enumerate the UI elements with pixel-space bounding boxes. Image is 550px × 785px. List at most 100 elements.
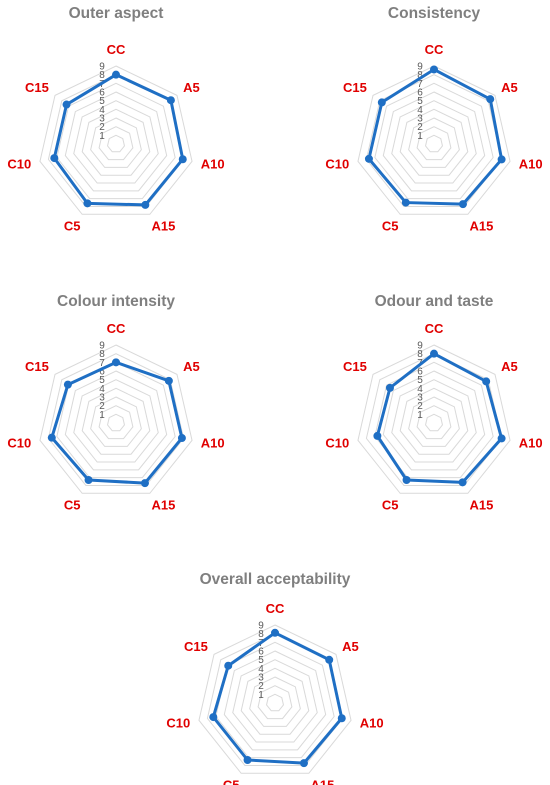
tick-label: 6 (99, 88, 105, 99)
tick-label: 4 (417, 105, 423, 116)
axis-label-A10: A10 (519, 436, 543, 451)
axis-label-A15: A15 (151, 218, 175, 233)
grid-ring-6 (64, 91, 168, 192)
tick-label: 3 (258, 673, 264, 684)
axis-label-CC: CC (266, 601, 285, 616)
grid-ring-7 (374, 82, 494, 200)
radar-chart-5: Overall acceptability123456789CCA5A10A15… (166, 571, 383, 785)
grid-ring-4 (399, 387, 469, 455)
grid-ring-9 (39, 65, 193, 215)
series-line (52, 73, 185, 207)
tick-label: 8 (99, 349, 105, 360)
data-point-A10 (497, 434, 506, 443)
grid-ring-3 (90, 117, 142, 168)
axis-label-C10: C10 (325, 436, 349, 451)
axis-label-A5: A5 (501, 80, 518, 95)
data-point-C5 (401, 198, 410, 207)
axis-label-C5: C5 (64, 497, 81, 512)
tick-label: 9 (99, 341, 105, 352)
grid-ring-8 (47, 353, 185, 486)
tick-label: 1 (417, 131, 423, 142)
tick-label: 9 (417, 62, 423, 73)
axis-label-CC: CC (107, 42, 126, 57)
tick-label: 5 (258, 655, 264, 666)
axis-label-C10: C10 (7, 436, 31, 451)
tick-label: 5 (99, 96, 105, 107)
chart-title: Outer aspect (69, 5, 164, 22)
data-point-C15 (377, 98, 386, 107)
tick-label: 6 (417, 367, 423, 378)
data-point-CC (430, 349, 438, 358)
data-point-A5 (482, 377, 491, 386)
axis-label-C10: C10 (7, 157, 31, 172)
series-line (375, 352, 504, 484)
tick-label: 1 (99, 410, 105, 421)
tick-label: 3 (417, 114, 423, 125)
axis-label-A5: A5 (501, 359, 518, 374)
tick-label: 8 (417, 70, 423, 81)
tick-label: 4 (258, 664, 264, 675)
data-point-A5 (164, 376, 173, 385)
tick-label: 6 (417, 88, 423, 99)
tick-label: 9 (99, 62, 105, 73)
grid-ring-7 (374, 361, 494, 479)
axis-label-A10: A10 (519, 157, 543, 172)
axis-label-C15: C15 (25, 80, 49, 95)
data-point-A10 (178, 155, 187, 164)
grid-ring-1 (425, 413, 443, 432)
chart-title: Odour and taste (375, 293, 494, 310)
series-line (211, 631, 344, 765)
grid-ring-5 (391, 100, 477, 184)
tick-label: 1 (417, 410, 423, 421)
tick-label: 3 (99, 114, 105, 125)
grid-ring-4 (81, 108, 151, 176)
tick-label: 3 (99, 393, 105, 404)
data-point-C5 (84, 476, 93, 485)
data-point-A5 (166, 96, 175, 105)
axis-label-C5: C5 (382, 497, 399, 512)
data-point-A15 (140, 479, 149, 488)
data-point-CC (271, 628, 279, 637)
axis-label-C15: C15 (25, 359, 49, 374)
data-point-C15 (63, 380, 72, 389)
tick-label: 7 (99, 358, 105, 369)
tick-label: 8 (417, 349, 423, 360)
chart-title: Colour intensity (57, 293, 175, 310)
axis-label-C15: C15 (343, 359, 367, 374)
grid-ring-4 (81, 387, 151, 455)
axis-label-A5: A5 (183, 80, 200, 95)
data-point-CC (112, 70, 120, 79)
tick-label: 6 (99, 367, 105, 378)
grid-ring-4 (240, 667, 310, 735)
data-point-C10 (209, 713, 218, 722)
tick-label: 4 (417, 384, 423, 395)
data-point-A15 (458, 200, 467, 209)
grid-ring-6 (382, 370, 486, 471)
tick-label: 6 (258, 647, 264, 658)
tick-label: 2 (417, 401, 423, 412)
data-point-A10 (177, 434, 186, 443)
data-point-A15 (141, 200, 150, 209)
axis-label-CC: CC (107, 321, 126, 336)
data-point-C5 (402, 476, 411, 485)
grid-ring-1 (425, 134, 443, 153)
grid-ring-8 (365, 74, 503, 207)
axis-label-A15: A15 (151, 497, 175, 512)
tick-label: 9 (258, 621, 264, 632)
tick-label: 2 (417, 122, 423, 133)
chart-title: Overall acceptability (200, 571, 351, 588)
axis-label-CC: CC (425, 42, 444, 57)
axis-label-C5: C5 (382, 218, 399, 233)
axis-label-A5: A5 (183, 359, 200, 374)
tick-label: 4 (99, 105, 105, 116)
data-point-A5 (486, 95, 495, 104)
tick-label: 2 (258, 681, 264, 692)
grid-ring-1 (266, 693, 284, 712)
grid-ring-3 (408, 396, 460, 447)
data-point-A5 (325, 655, 334, 664)
data-point-C15 (385, 383, 394, 392)
data-point-C10 (50, 154, 59, 163)
axis-label-C15: C15 (184, 639, 208, 654)
